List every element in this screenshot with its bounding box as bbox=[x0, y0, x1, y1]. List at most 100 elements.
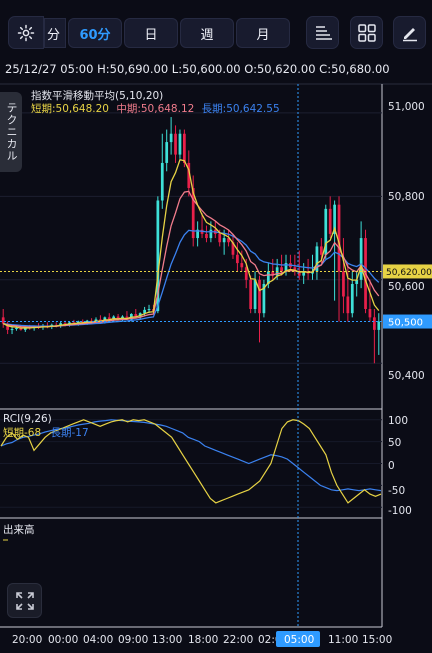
candle-body bbox=[178, 133, 182, 155]
settings-button[interactable] bbox=[8, 16, 44, 49]
candle-body bbox=[368, 309, 372, 318]
ema-short-line bbox=[2, 158, 380, 329]
candle-body bbox=[297, 271, 301, 276]
layout-button[interactable] bbox=[350, 16, 383, 49]
ema-legend-title: 指数平滑移動平均(5,10,20) bbox=[31, 90, 164, 102]
candle-body bbox=[196, 229, 199, 239]
rci-tick-label: -50 bbox=[388, 485, 405, 497]
candle-body bbox=[280, 267, 283, 272]
chart-canvas[interactable]: 51,000 50,800 50,600 50,400 50,620.00 50… bbox=[0, 60, 432, 653]
candle-body bbox=[116, 316, 120, 320]
rci-long-line bbox=[0, 419, 382, 492]
expand-arrows-icon bbox=[15, 591, 34, 610]
candle-body bbox=[253, 279, 257, 310]
candle-body bbox=[147, 309, 151, 311]
timeframe-week-tab[interactable]: 週 bbox=[180, 18, 234, 48]
timeframe-minute-tab[interactable]: 分 bbox=[44, 18, 66, 48]
rci-series bbox=[0, 419, 382, 504]
ema-long-value: 長期:50,642.55 bbox=[201, 103, 280, 115]
timeframe-week-label: 週 bbox=[200, 27, 214, 43]
indicator-button[interactable] bbox=[306, 16, 339, 49]
candle-body bbox=[355, 279, 359, 284]
crosshair-price-label: 50,500 bbox=[388, 318, 423, 329]
timeframe-60min-tab[interactable]: 60分 bbox=[68, 18, 122, 48]
candle-body bbox=[359, 238, 363, 280]
candle-body bbox=[160, 162, 164, 201]
candle-body bbox=[6, 323, 9, 330]
technical-side-tab[interactable]: テクニカル bbox=[0, 92, 22, 172]
candle-body bbox=[165, 142, 169, 163]
fullscreen-button[interactable] bbox=[7, 583, 42, 618]
candle-body bbox=[342, 271, 345, 297]
candle-body bbox=[377, 321, 381, 330]
timeframe-month-tab[interactable]: 月 bbox=[236, 18, 290, 48]
price-axis: 51,000 50,800 50,600 50,400 bbox=[388, 101, 425, 382]
rci-tick-label: 100 bbox=[388, 415, 408, 427]
rci-axis: 100 50 0 -50 -100 bbox=[388, 415, 412, 517]
time-tick-label: 15:00 bbox=[362, 634, 392, 646]
ema-long-line bbox=[3, 229, 380, 327]
ema-short-value: 短期:50,648.20 bbox=[31, 103, 109, 115]
candle-body bbox=[218, 233, 222, 243]
candle-body bbox=[174, 133, 177, 155]
volume-legend-title: 出来高 bbox=[3, 524, 35, 536]
candle-body bbox=[302, 271, 306, 276]
candle-body bbox=[319, 246, 323, 255]
rci-tick-label: 0 bbox=[388, 460, 395, 472]
candle-body bbox=[328, 208, 332, 234]
candle-body bbox=[315, 246, 319, 272]
time-tick-label: 02:0 bbox=[258, 634, 282, 646]
candle-body bbox=[191, 187, 195, 239]
rci-short-line bbox=[0, 419, 382, 504]
candle-body bbox=[72, 322, 76, 324]
price-tick-label: 50,600 bbox=[388, 281, 425, 293]
candle-body bbox=[138, 313, 142, 317]
candle-body bbox=[284, 263, 288, 272]
candle-body bbox=[293, 267, 297, 272]
candle-body bbox=[266, 271, 270, 284]
candle-body bbox=[271, 271, 275, 276]
time-tick-label: 22:00 bbox=[223, 634, 253, 646]
candle-body bbox=[19, 327, 23, 330]
price-tick-label: 50,400 bbox=[388, 370, 425, 382]
candle-body bbox=[346, 296, 350, 314]
candle-body bbox=[143, 309, 146, 314]
indicator-lines-icon bbox=[315, 25, 332, 40]
candle-body bbox=[262, 283, 266, 314]
rci-grid bbox=[0, 419, 382, 508]
time-tick-label: 11:00 bbox=[328, 634, 358, 646]
current-price-label: 50,620.00 bbox=[386, 268, 432, 278]
ema-mid-value: 中期:50,648.12 bbox=[116, 103, 195, 115]
candle-body bbox=[112, 316, 116, 320]
candle-body bbox=[350, 283, 354, 314]
candle-body bbox=[63, 323, 67, 325]
candle-body bbox=[156, 200, 160, 312]
candle-body bbox=[240, 263, 244, 268]
rci-long-value: 長期-17 bbox=[50, 427, 89, 439]
candle-body bbox=[222, 238, 226, 243]
candlestick-series bbox=[1, 117, 381, 364]
timeframe-60min-label: 60分 bbox=[79, 27, 111, 43]
pencil-icon bbox=[402, 27, 417, 41]
ema-series bbox=[2, 158, 380, 329]
time-tick-label: 09:00 bbox=[118, 634, 148, 646]
rci-legend-values: 短期-68 長期-17 bbox=[3, 425, 89, 440]
ema-legend-values: 短期:50,648.20 中期:50,648.12 長期:50,642.55 bbox=[31, 101, 280, 116]
candle-body bbox=[249, 279, 253, 310]
timeframe-day-tab[interactable]: 日 bbox=[124, 18, 178, 48]
candle-body bbox=[99, 319, 102, 322]
draw-button[interactable] bbox=[393, 16, 426, 49]
candle-body bbox=[236, 254, 239, 264]
toolbar: 分 60分 日 週 月 bbox=[0, 0, 432, 60]
candle-body bbox=[337, 204, 341, 272]
candle-body bbox=[169, 133, 173, 143]
candle-body bbox=[187, 162, 191, 188]
crosshair-price-badge: 50,500 bbox=[383, 314, 432, 329]
time-tick-label: 13:00 bbox=[152, 634, 182, 646]
crosshair-time-badge bbox=[276, 631, 320, 647]
candle-body bbox=[231, 242, 235, 255]
timeframe-minute-label: 分 bbox=[47, 27, 61, 43]
candle-body bbox=[258, 279, 261, 314]
grid-layout-icon bbox=[357, 23, 376, 42]
candle-body bbox=[333, 204, 336, 234]
